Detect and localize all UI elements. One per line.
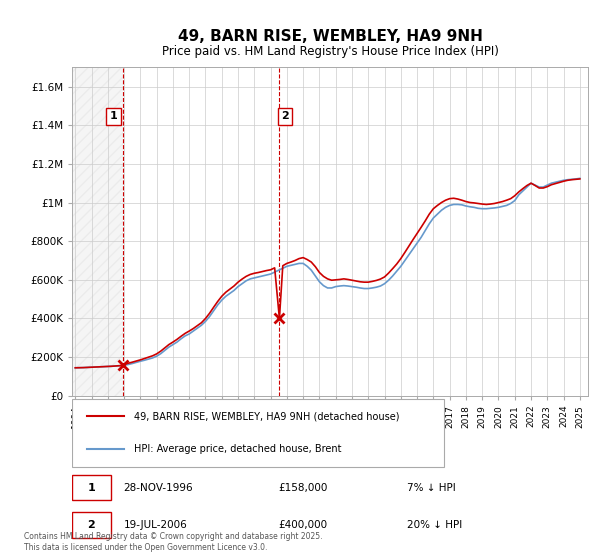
Text: £400,000: £400,000 (278, 520, 328, 530)
Text: Price paid vs. HM Land Registry's House Price Index (HPI): Price paid vs. HM Land Registry's House … (161, 45, 499, 58)
Text: Contains HM Land Registry data © Crown copyright and database right 2025.
This d: Contains HM Land Registry data © Crown c… (24, 532, 323, 552)
Text: 1: 1 (87, 483, 95, 493)
Text: HPI: Average price, detached house, Brent: HPI: Average price, detached house, Bren… (134, 444, 341, 454)
Text: 20% ↓ HPI: 20% ↓ HPI (407, 520, 463, 530)
Text: 7% ↓ HPI: 7% ↓ HPI (407, 483, 456, 493)
FancyBboxPatch shape (72, 475, 110, 501)
Text: 19-JUL-2006: 19-JUL-2006 (124, 520, 187, 530)
Text: £158,000: £158,000 (278, 483, 328, 493)
Text: 2: 2 (281, 111, 289, 122)
Text: 28-NOV-1996: 28-NOV-1996 (124, 483, 193, 493)
Text: 49, BARN RISE, WEMBLEY, HA9 9NH (detached house): 49, BARN RISE, WEMBLEY, HA9 9NH (detache… (134, 412, 400, 422)
FancyBboxPatch shape (72, 512, 110, 538)
Text: 49, BARN RISE, WEMBLEY, HA9 9NH: 49, BARN RISE, WEMBLEY, HA9 9NH (178, 29, 482, 44)
Text: 2: 2 (87, 520, 95, 530)
Text: 1: 1 (110, 111, 118, 122)
FancyBboxPatch shape (72, 399, 443, 466)
